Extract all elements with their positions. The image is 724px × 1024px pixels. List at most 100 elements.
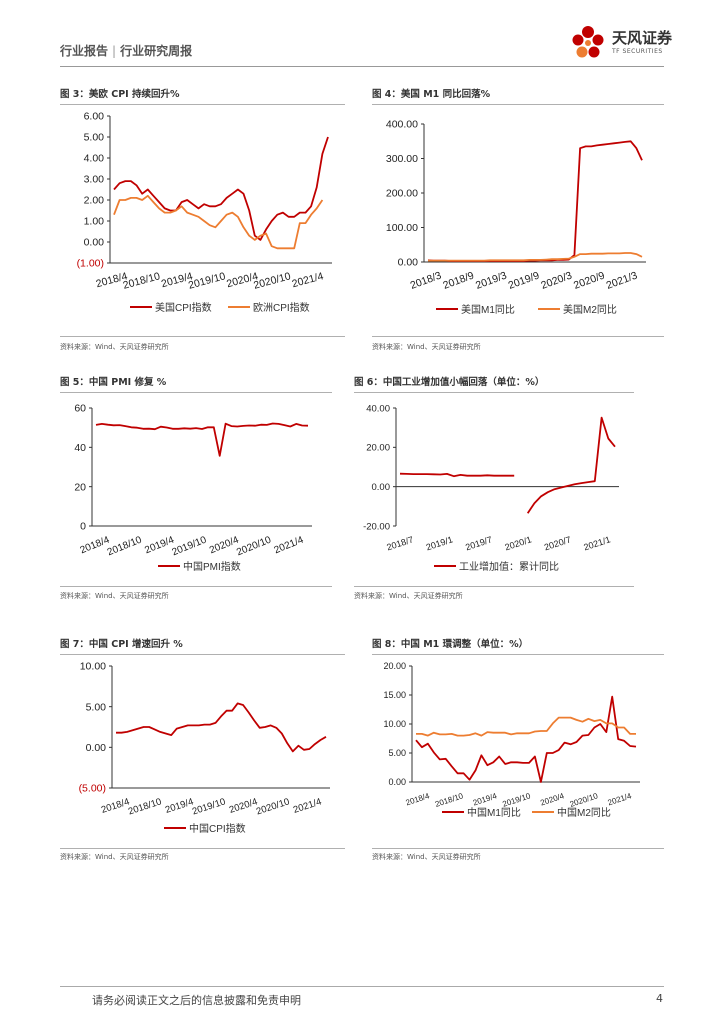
series-line-1 [116, 702, 327, 753]
x-tick-label: 2018/10 [122, 270, 162, 291]
legend-label: 中国M1同比 [467, 806, 521, 819]
x-tick-label: 2020/10 [569, 791, 600, 809]
report-type: 行业报告 [60, 44, 109, 58]
x-tick-label: 2019/10 [501, 791, 532, 809]
y-tick-label: 20.00 [383, 661, 406, 671]
y-tick-label: (1.00) [77, 258, 104, 270]
y-tick-label: 10.00 [383, 719, 406, 729]
x-tick-label: 2020/4 [208, 534, 241, 556]
logo-en: TF SECURITIES [612, 48, 663, 55]
y-tick-label: 200.00 [386, 188, 418, 200]
y-tick-label: 10.00 [80, 661, 106, 673]
y-tick-label: 6.00 [84, 111, 105, 123]
source-divider [354, 586, 634, 587]
legend-label: 美国CPI指数 [155, 301, 212, 314]
logo-cn: 天风证券 [612, 29, 673, 47]
x-tick-label: 2021/4 [607, 791, 634, 807]
x-tick-label: 2018/10 [127, 796, 163, 817]
y-tick-label: (5.00) [79, 783, 106, 795]
figure-title: 图 7：中国 CPI 增速回升 % [60, 636, 345, 655]
figure-source: 资料来源：Wind、天风证券研究所 [354, 592, 463, 600]
x-tick-label: 2019/1 [425, 534, 454, 552]
chart-china-industrial: 40.00 20.00 0.00 -20.00 2018/7 2019/1 2019/7 20… [363, 403, 619, 573]
figure-3: 图 3：美欧 CPI 持续回升% 6.00 5.00 4.00 3.00 2.00 1.0… [60, 86, 345, 356]
chart-us-eu-cpi: 6.005.004.003.002.001.000.00(1.00)2018/4… [77, 111, 332, 314]
series-line-2 [416, 716, 636, 737]
figure-source: 资料来源：Wind、天风证券研究所 [60, 343, 169, 351]
y-tick-label: 60 [74, 403, 86, 415]
figure-title: 图 6：中国工业增加值小幅回落（单位：%） [354, 374, 634, 393]
y-tick-label: 0.00 [86, 742, 107, 754]
y-tick-label: 300.00 [386, 153, 418, 165]
x-tick-label: 2020/1 [504, 534, 533, 552]
y-tick-label: 400.00 [386, 119, 418, 131]
x-tick-label: 2020/4 [539, 791, 566, 807]
source-divider [60, 848, 345, 849]
x-tick-label: 2021/4 [292, 796, 323, 815]
legend-label: 中国M2同比 [557, 806, 611, 819]
y-tick-label: 2.00 [84, 195, 105, 207]
report-header: 行业报告 | 行业研究周报 [60, 44, 193, 58]
figure-title: 图 4：美国 M1 同比回落% [372, 86, 664, 105]
legend-label: 美国M1同比 [461, 303, 515, 316]
y-tick-label: 0.00 [84, 237, 105, 249]
x-tick-label: 2020/4 [228, 796, 259, 815]
y-tick-label: -20.00 [363, 521, 390, 532]
source-divider [372, 336, 664, 337]
y-tick-label: 40 [74, 442, 86, 454]
figure-4: 图 4：美国 M1 同比回落% 400.00 300.00 200.00 100.00… [372, 86, 664, 356]
y-tick-label: 0.00 [372, 482, 391, 493]
figure-title: 图 5：中国 PMI 修复 % [60, 374, 332, 393]
x-tick-label: 2020/7 [543, 534, 572, 552]
x-tick-label: 2021/4 [273, 534, 306, 556]
x-tick-label: 2018/4 [79, 534, 112, 556]
company-logo: 天风证券 TF SECURITIES [566, 22, 676, 62]
y-tick-label: 5.00 [388, 748, 406, 758]
page-number: 4 [656, 992, 663, 1005]
series-line-1 [427, 140, 643, 262]
x-tick-label: 2021/3 [605, 269, 639, 291]
legend-label: 工业增加值：累计同比 [459, 560, 559, 573]
x-tick-label: 2019/4 [472, 791, 499, 807]
legend-label: 中国CPI指数 [189, 822, 246, 835]
figure-source: 资料来源：Wind、天风证券研究所 [372, 853, 481, 861]
chart-us-m1: 400.00 300.00 200.00 100.00 0.002018/32018/9… [386, 119, 646, 316]
series-line-1 [95, 422, 309, 457]
series-line-1 [399, 416, 616, 514]
x-tick-label: 2020/10 [252, 270, 292, 291]
flower-logo-icon [572, 26, 604, 58]
figure-6: 图 6：中国工业增加值小幅回落（单位：%） 40.00 20.00 0.00 -20.… [354, 374, 634, 604]
x-tick-label: 2018/9 [441, 269, 475, 291]
x-tick-label: 2018/4 [405, 791, 432, 807]
y-tick-label: 15.00 [383, 690, 406, 700]
x-tick-label: 2019/4 [164, 796, 195, 815]
footer-disclaimer: 请务必阅读正文之后的信息披露和免责申明 [92, 994, 301, 1007]
x-tick-label: 2021/4 [291, 270, 325, 290]
x-tick-label: 2019/10 [170, 534, 208, 558]
series-line-1 [415, 695, 637, 783]
x-tick-label: 2020/10 [255, 796, 291, 817]
y-tick-label: 1.00 [84, 216, 105, 228]
x-tick-label: 2018/3 [409, 269, 443, 291]
report-subtype: 行业研究周报 [120, 44, 193, 58]
x-tick-label: 2018/10 [106, 534, 144, 558]
figure-title: 图 3：美欧 CPI 持续回升% [60, 86, 345, 105]
x-tick-label: 2018/4 [100, 796, 131, 815]
figure-7: 图 7：中国 CPI 增速回升 % 10.00 5.00 0.00 (5.00) 201… [60, 636, 345, 866]
chart-china-m1-m2: 20.00 15.00 10.00 5.00 0.00 2018/4 2018/10 2019… [383, 661, 640, 819]
figure-5: 图 5：中国 PMI 修复 % 60 40 20 0 2018/4 2018/10 2019… [60, 374, 332, 604]
y-tick-label: 5.00 [84, 132, 105, 144]
x-tick-label: 2019/3 [474, 269, 508, 291]
x-tick-label: 2019/10 [191, 796, 227, 817]
figure-title: 图 8：中国 M1 環调整（单位：%） [372, 636, 664, 655]
header-divider [60, 66, 664, 67]
y-tick-label: 40.00 [366, 403, 390, 414]
x-tick-label: 2019/9 [507, 269, 541, 291]
y-tick-label: 4.00 [84, 153, 105, 165]
source-divider [372, 848, 664, 849]
series-line-1 [113, 136, 329, 241]
legend-label: 中国PMI指数 [183, 560, 241, 573]
source-divider [60, 336, 345, 337]
y-tick-label: 0.00 [388, 777, 406, 787]
